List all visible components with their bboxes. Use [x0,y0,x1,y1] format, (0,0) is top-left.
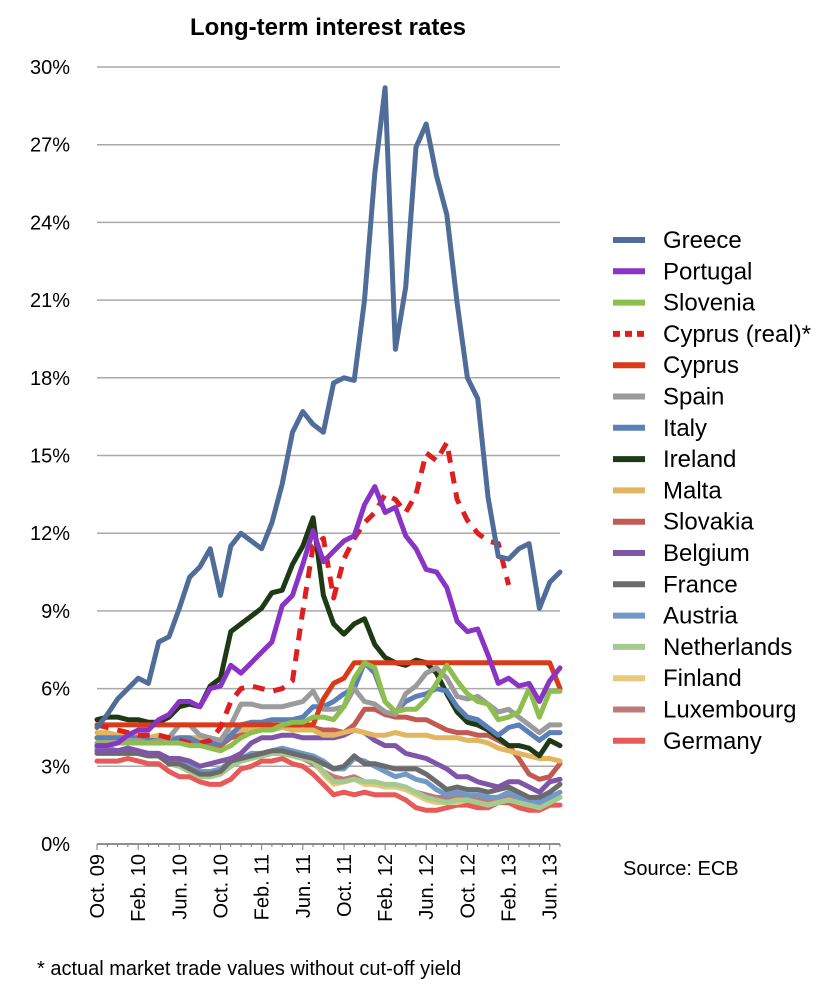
x-tick-label: Jun. 11 [293,854,315,918]
y-tick-label: 12% [30,523,70,545]
series-line-cyprus-real [96,440,512,746]
chart-title: Long-term interest rates [190,14,466,41]
legend-label: Germany [663,728,762,755]
y-tick-label: 6% [41,679,70,701]
legend-label: Ireland [663,446,736,473]
legend-label: Malta [663,477,722,504]
y-tick-label: 21% [30,290,70,312]
series-line-italy [94,660,563,746]
x-tick-label: Oct. 12 [457,854,479,918]
x-tick-label: Jun. 12 [416,854,438,920]
x-tick-label: Oct. 09 [87,854,109,918]
legend-label: Netherlands [663,634,792,661]
legend-label: Cyprus [663,352,739,379]
x-tick-label: Feb. 12 [375,854,397,922]
legend-label: Cyprus (real)* [663,321,811,348]
x-axis: Oct. 09 Feb. 10 Jun. 10 Oct. 10 Feb. 11 Jun. … [87,843,562,922]
source-label: Source: ECB [623,858,739,880]
legend-label: Greece [663,227,742,254]
legend-label: Slovakia [663,509,754,536]
x-tick-label: Oct. 11 [334,854,356,917]
legend-label: Austria [663,603,738,630]
y-tick-label: 18% [30,368,70,390]
series-lines [94,85,563,813]
x-tick-label: Feb. 11 [252,854,274,920]
x-tick-label: Feb. 10 [128,854,150,922]
y-tick-label: 3% [41,756,70,778]
legend-label: France [663,571,738,598]
x-tick-label: Jun. 10 [169,854,191,920]
legend-label: Belgium [663,540,750,567]
legend-label: Luxembourg [663,697,796,724]
series-line-greece [94,85,563,730]
series-line-portugal [94,484,563,749]
x-tick-label: Oct. 10 [210,854,232,918]
y-tick-label: 0% [41,834,70,856]
y-tick-label: 27% [30,135,70,157]
x-tick-label: Jun. 13 [540,854,562,920]
legend-label: Slovenia [663,290,756,317]
legend-label: Finland [663,665,742,692]
series-line-cyprus [94,660,563,728]
series-line-germany [94,756,563,813]
legend-label: Spain [663,384,724,411]
footnote: * actual market trade values without cut… [37,958,461,980]
y-tick-label: 15% [30,446,70,468]
legend-label: Portugal [663,258,752,285]
x-tick-label: Feb. 13 [499,854,521,922]
y-tick-label: 9% [41,601,70,623]
series-line-belgium [94,727,563,795]
legend: Greece Portugal Slovenia Cyprus (real)* Cypr… [613,227,811,755]
y-axis: 0% 3% 6% 9% 12% 15% 18% 21% 24% 27% 30% [30,57,70,856]
series-line-slovenia [94,660,563,754]
legend-label: Italy [663,415,707,442]
series-line-france [94,748,563,800]
y-tick-label: 24% [30,212,70,234]
y-tick-label: 30% [30,57,70,79]
